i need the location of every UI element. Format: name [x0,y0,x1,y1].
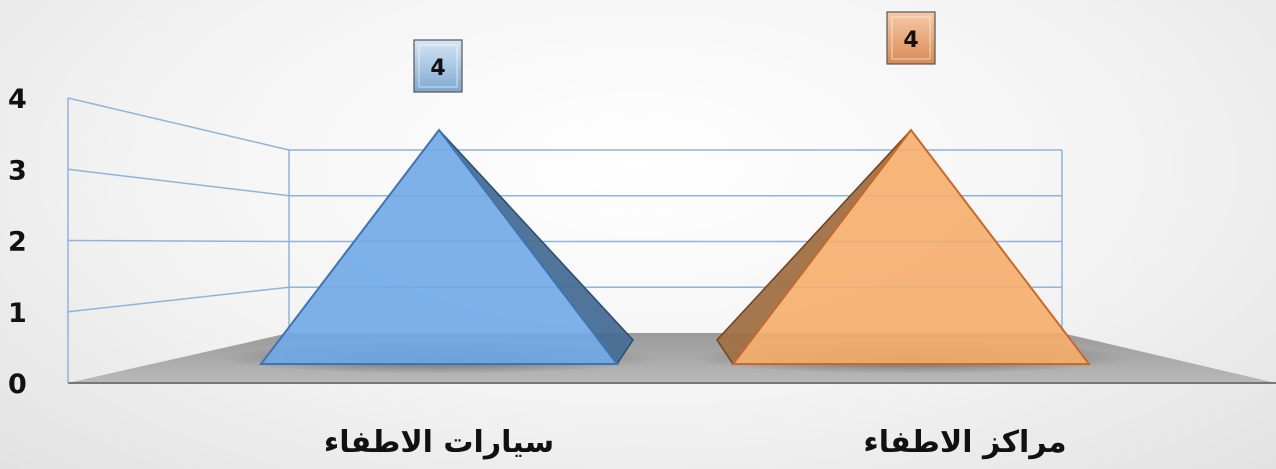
side-gridline [67,97,290,151]
y-tick-label: 4 [8,84,27,115]
y-axis-ticks: 0 1 2 3 4 [8,84,27,400]
x-axis-categories: سيارات الاطفاء مراكز الاطفاء [324,425,1067,460]
y-tick-label: 1 [8,298,27,329]
y-tick-label: 0 [8,369,27,400]
chart-bars [221,128,1129,374]
data-label: 4 [413,39,463,93]
side-gridline [67,239,290,243]
pyramid-front-face [258,128,620,365]
data-label-box [413,39,463,93]
data-labels: 44 [413,11,936,93]
pyramid-front-face [730,128,1092,365]
side-gridline [67,286,290,313]
side-gridline [67,168,290,197]
category-label: مراكز الاطفاء [863,425,1066,460]
data-label-value: 4 [903,28,918,53]
data-label-bevel [418,44,458,88]
data-label-bevel [891,16,931,60]
data-label-value: 4 [430,56,445,81]
data-label: 4 [886,11,936,65]
y-tick-label: 3 [8,155,27,186]
data-label-box [886,11,936,65]
category-label: سيارات الاطفاء [324,425,554,460]
y-tick-label: 2 [8,227,27,258]
